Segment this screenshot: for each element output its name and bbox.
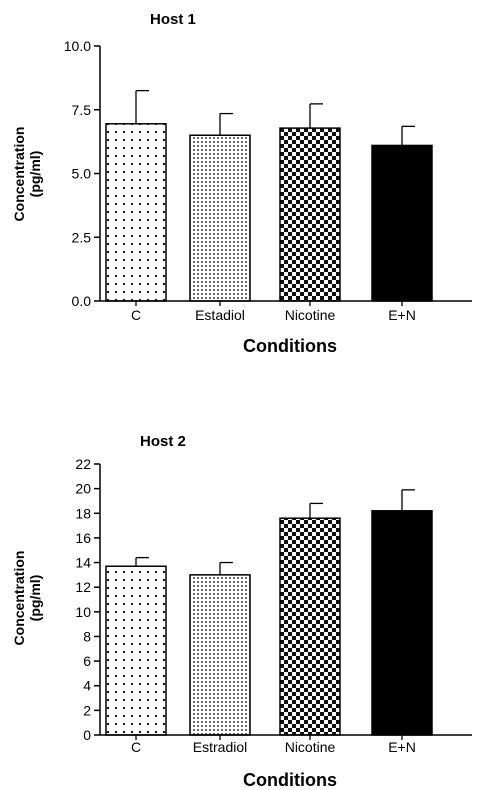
bar [189, 134, 251, 302]
y-tick-label: 2.5 [72, 229, 92, 245]
x-category-label: E+N [388, 307, 416, 323]
x-category-label: Nicotine [285, 307, 336, 323]
y-tick-label: 6 [83, 653, 91, 669]
y-axis-label-line2: (pg/ml) [27, 575, 43, 622]
y-tick-label: 16 [75, 530, 91, 546]
bar [371, 510, 433, 736]
y-tick-label: 8 [83, 628, 91, 644]
y-tick-label: 12 [75, 579, 91, 595]
bars [105, 510, 433, 736]
y-axis-label-line1: Concentration [11, 127, 27, 222]
y-tick-label: 5.0 [72, 166, 92, 182]
y-tick-label: 14 [75, 555, 91, 571]
y-axis-label-line2: (pg/ml) [27, 151, 43, 198]
y-tick-label: 2 [83, 702, 91, 718]
panel-host-2: Host 2 Concentration (pg/ml) 0 2 4 6 8 10 12 14… [11, 433, 472, 790]
bar [279, 127, 341, 302]
y-tick-label: 4 [83, 678, 91, 694]
y-tick-label: 7.5 [72, 102, 92, 118]
bar [371, 144, 433, 302]
bars [105, 123, 433, 302]
x-category-label: Estadiol [195, 307, 245, 323]
y-tick-label: 20 [75, 481, 91, 497]
y-axis: 0 2 4 6 8 10 12 14 16 18 20 22 [75, 456, 101, 743]
x-axis: C Estadiol Nicotine E+N [100, 300, 472, 323]
bar [189, 574, 251, 736]
y-tick-label: 22 [75, 456, 91, 472]
panel-host-1: Host 1 Concentration (pg/ml) 0.0 2.5 5.0 7.… [11, 11, 472, 356]
x-category-label: C [131, 739, 141, 755]
x-category-label: Estradiol [193, 739, 247, 755]
error-bars [135, 89, 415, 146]
y-tick-label: 10.0 [64, 38, 91, 54]
bar [105, 123, 167, 302]
y-axis-label-line1: Concentration [11, 551, 27, 646]
x-category-label: C [131, 307, 141, 323]
x-category-label: E+N [388, 739, 416, 755]
panel-title: Host 1 [150, 11, 196, 28]
y-tick-label: 0.0 [72, 293, 92, 309]
panel-title: Host 2 [140, 433, 186, 450]
y-tick-label: 18 [75, 505, 91, 521]
bar [279, 517, 341, 736]
x-axis: C Estradiol Nicotine E+N [100, 734, 472, 755]
y-tick-label: 10 [75, 604, 91, 620]
x-axis-label: Conditions [243, 770, 337, 790]
x-axis-label: Conditions [243, 336, 337, 356]
error-bars [135, 489, 415, 575]
y-tick-label: 0 [83, 727, 91, 743]
x-category-label: Nicotine [285, 739, 336, 755]
bar [105, 565, 167, 736]
y-axis: 0.0 2.5 5.0 7.5 10.0 [64, 38, 101, 309]
